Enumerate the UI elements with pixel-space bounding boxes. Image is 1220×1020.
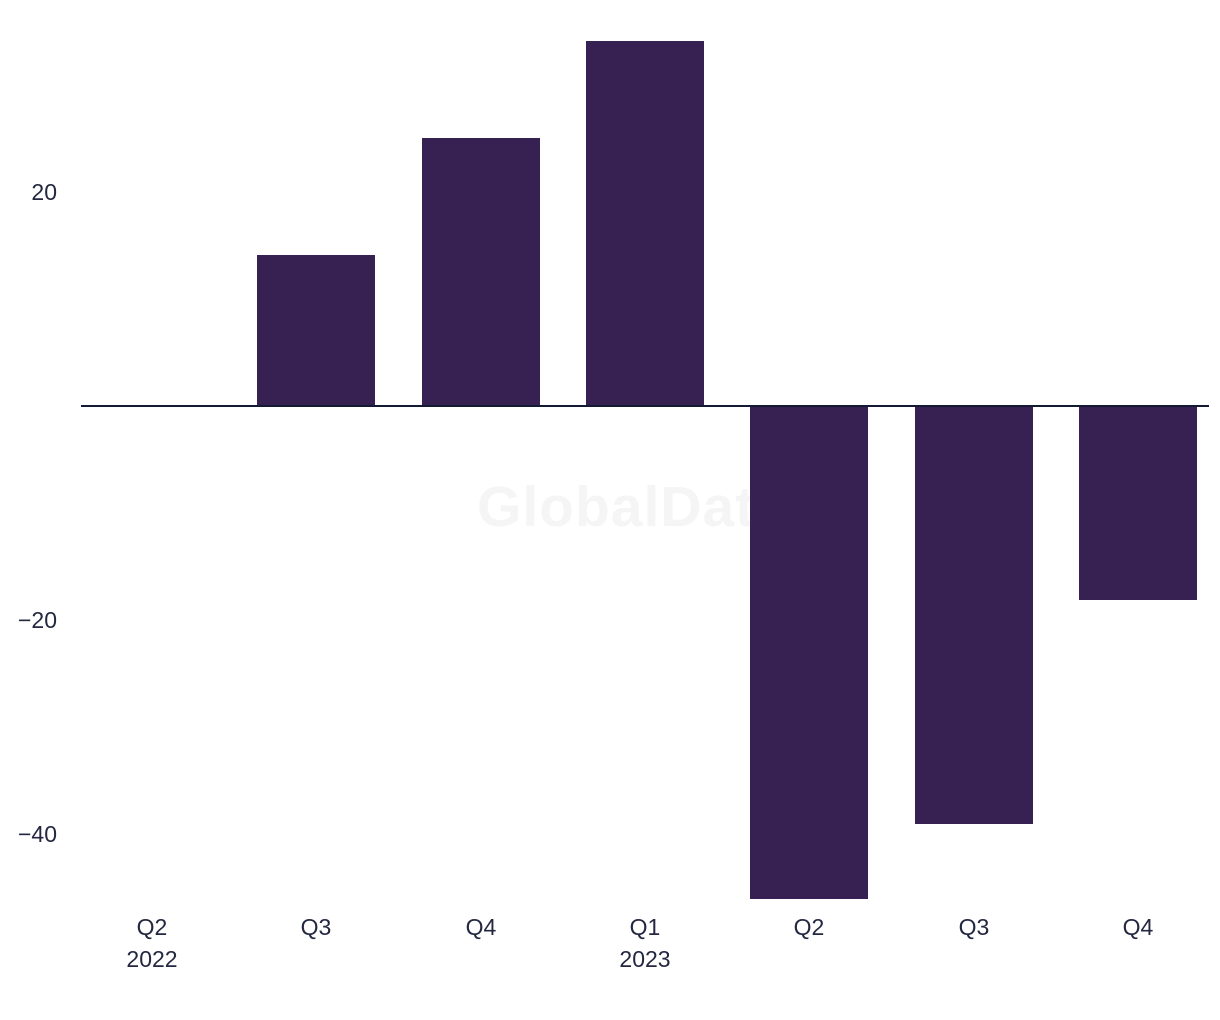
bar-q4-2023	[1079, 407, 1197, 600]
x-tick-quarter: Q1	[629, 914, 661, 940]
x-tick-q2-2022: Q2 2022	[72, 916, 232, 971]
bar-q2-2023	[750, 407, 868, 899]
x-tick-quarter: Q2	[793, 914, 825, 940]
globaldata-watermark: GlobalData	[477, 475, 788, 539]
zero-axis-line	[81, 405, 1209, 407]
y-tick--20: −20	[17, 607, 57, 633]
x-tick-quarter: Q4	[1122, 914, 1154, 940]
x-tick-year: 2023	[619, 946, 671, 972]
x-tick-quarter: Q4	[465, 914, 497, 940]
x-tick-q4-2023: Q4	[1058, 916, 1218, 939]
x-tick-quarter: Q3	[300, 914, 332, 940]
bar-q3-2023	[915, 407, 1033, 824]
y-tick--40: −40	[17, 821, 57, 847]
x-tick-q1-2023: Q1 2023	[565, 916, 725, 971]
y-tick-20: 20	[31, 179, 57, 205]
x-tick-q3-2023: Q3	[894, 916, 1054, 939]
x-tick-year: 2022	[126, 946, 178, 972]
x-tick-q2-2023: Q2	[729, 916, 889, 939]
x-tick-quarter: Q3	[958, 914, 990, 940]
bar-q1-2023	[586, 41, 704, 405]
x-tick-q4-2022: Q4	[401, 916, 561, 939]
x-tick-quarter: Q2	[136, 914, 168, 940]
bar-q3-2022	[257, 255, 375, 405]
bar-q4-2022	[422, 138, 540, 406]
x-tick-q3-2022: Q3	[236, 916, 396, 939]
